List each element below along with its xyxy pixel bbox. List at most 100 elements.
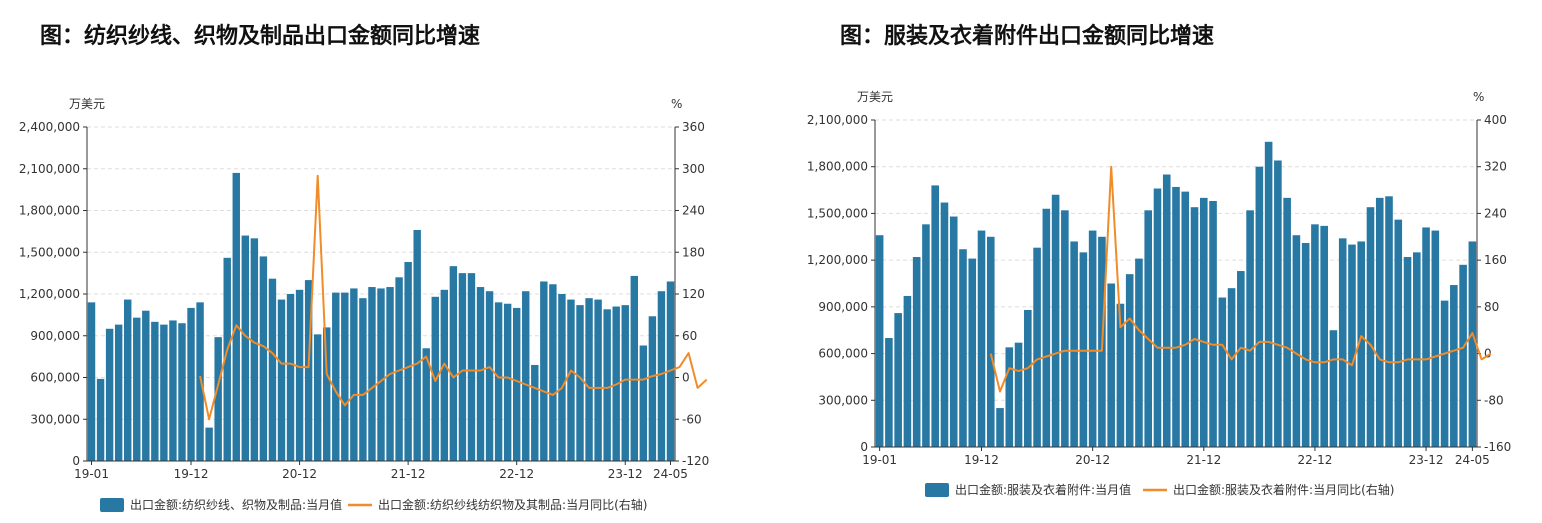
bar — [603, 309, 611, 461]
bar — [413, 229, 421, 461]
bar — [512, 307, 521, 461]
left-tick-label: 1,500,000 — [807, 206, 868, 220]
bar — [931, 185, 939, 447]
bar — [350, 288, 358, 461]
bar — [977, 230, 986, 447]
bar — [1024, 309, 1032, 447]
bar — [169, 320, 177, 461]
bar — [1209, 200, 1217, 447]
bar — [476, 287, 485, 461]
bar — [1051, 194, 1060, 447]
bar — [440, 289, 449, 461]
bar — [332, 292, 340, 461]
bar — [1357, 241, 1366, 447]
bar — [295, 289, 304, 461]
bar — [105, 328, 114, 461]
bar — [875, 235, 884, 447]
x-tick-label: 24-05 — [1455, 453, 1490, 467]
left-tick-label: 600,000 — [30, 371, 80, 385]
bar — [178, 323, 186, 461]
bar — [1385, 196, 1393, 447]
bar — [123, 299, 132, 461]
yoy-growth-line — [199, 174, 708, 421]
x-tick-label: 22-12 — [1297, 453, 1332, 467]
x-tick-label: 21-12 — [391, 467, 426, 481]
yoy-growth-line — [989, 165, 1492, 393]
x-tick-label: 21-12 — [1186, 453, 1221, 467]
bar — [1153, 188, 1162, 447]
left-tick-label: 600,000 — [818, 347, 868, 361]
chart-title-apparel: 图：服装及衣着附件出口金额同比增速 — [840, 24, 1215, 49]
bar — [903, 295, 912, 447]
bar — [949, 216, 958, 447]
bar — [1264, 141, 1273, 448]
x-tick-label: 19-12 — [174, 467, 209, 481]
bar — [894, 313, 902, 447]
bar — [133, 317, 141, 461]
bar — [1292, 235, 1301, 447]
bar — [313, 334, 322, 461]
bar — [540, 281, 548, 461]
legend-bar-swatch — [100, 498, 124, 512]
bar — [922, 224, 930, 447]
bar — [1246, 210, 1254, 447]
bar — [1079, 252, 1088, 447]
bar — [96, 378, 105, 461]
right-tick-label: 0 — [682, 371, 690, 385]
left-tick-label: 1,800,000 — [807, 160, 868, 174]
x-tick-label: 24-05 — [653, 467, 688, 481]
right-tick-label: -80 — [1484, 393, 1504, 407]
right-tick-label: 360 — [682, 120, 705, 134]
bar — [1227, 288, 1236, 447]
bar — [1311, 224, 1319, 447]
right-tick-label: 0 — [1484, 347, 1492, 361]
bar — [485, 291, 494, 461]
bar — [268, 278, 277, 461]
right-axis-unit: % — [1473, 90, 1484, 104]
bar — [1394, 219, 1403, 447]
textile-export-chart: 2,400,000 2,100,000 1,800,000 1,500,000 1,20… — [19, 97, 709, 512]
bar — [1375, 197, 1384, 447]
bar — [1190, 207, 1199, 447]
bar — [1338, 238, 1347, 447]
right-axis-unit: % — [671, 97, 682, 111]
bar — [250, 238, 259, 461]
bar — [277, 299, 286, 461]
left-tick-label: 0 — [72, 454, 80, 468]
bar — [1283, 197, 1291, 447]
left-axis-unit: 万美元 — [857, 90, 893, 104]
bar — [368, 287, 376, 461]
bar — [968, 258, 977, 447]
bar — [458, 273, 467, 461]
bar — [1366, 207, 1375, 447]
bar — [205, 427, 213, 461]
bar — [621, 305, 629, 461]
bar — [1218, 297, 1227, 447]
bar — [1135, 258, 1143, 447]
bar — [630, 275, 639, 461]
bar — [1413, 252, 1421, 447]
bar — [1468, 241, 1477, 447]
bar — [404, 261, 412, 461]
bar — [1320, 225, 1328, 447]
bar — [522, 291, 530, 461]
legend-line-label: 出口金额:服装及衣着附件:当月同比(右轴) — [1173, 482, 1394, 497]
left-tick-label: 1,200,000 — [19, 287, 80, 301]
bar — [467, 273, 476, 461]
legend-bar-label: 出口金额:服装及衣着附件:当月值 — [955, 482, 1131, 497]
x-tick-label: 23-12 — [1409, 453, 1444, 467]
x-tick-label: 20-12 — [1075, 453, 1110, 467]
bar — [585, 298, 593, 461]
bar — [639, 345, 648, 461]
right-tick-label: 120 — [682, 287, 705, 301]
bar — [259, 256, 268, 461]
bar — [87, 302, 96, 461]
x-tick-label: 19-12 — [964, 453, 999, 467]
left-axis-unit: 万美元 — [69, 97, 105, 111]
bar — [341, 292, 349, 461]
bar — [187, 307, 195, 461]
bar — [1459, 264, 1467, 447]
left-tick-label: 2,100,000 — [19, 162, 80, 176]
left-tick-label: 1,800,000 — [19, 204, 80, 218]
